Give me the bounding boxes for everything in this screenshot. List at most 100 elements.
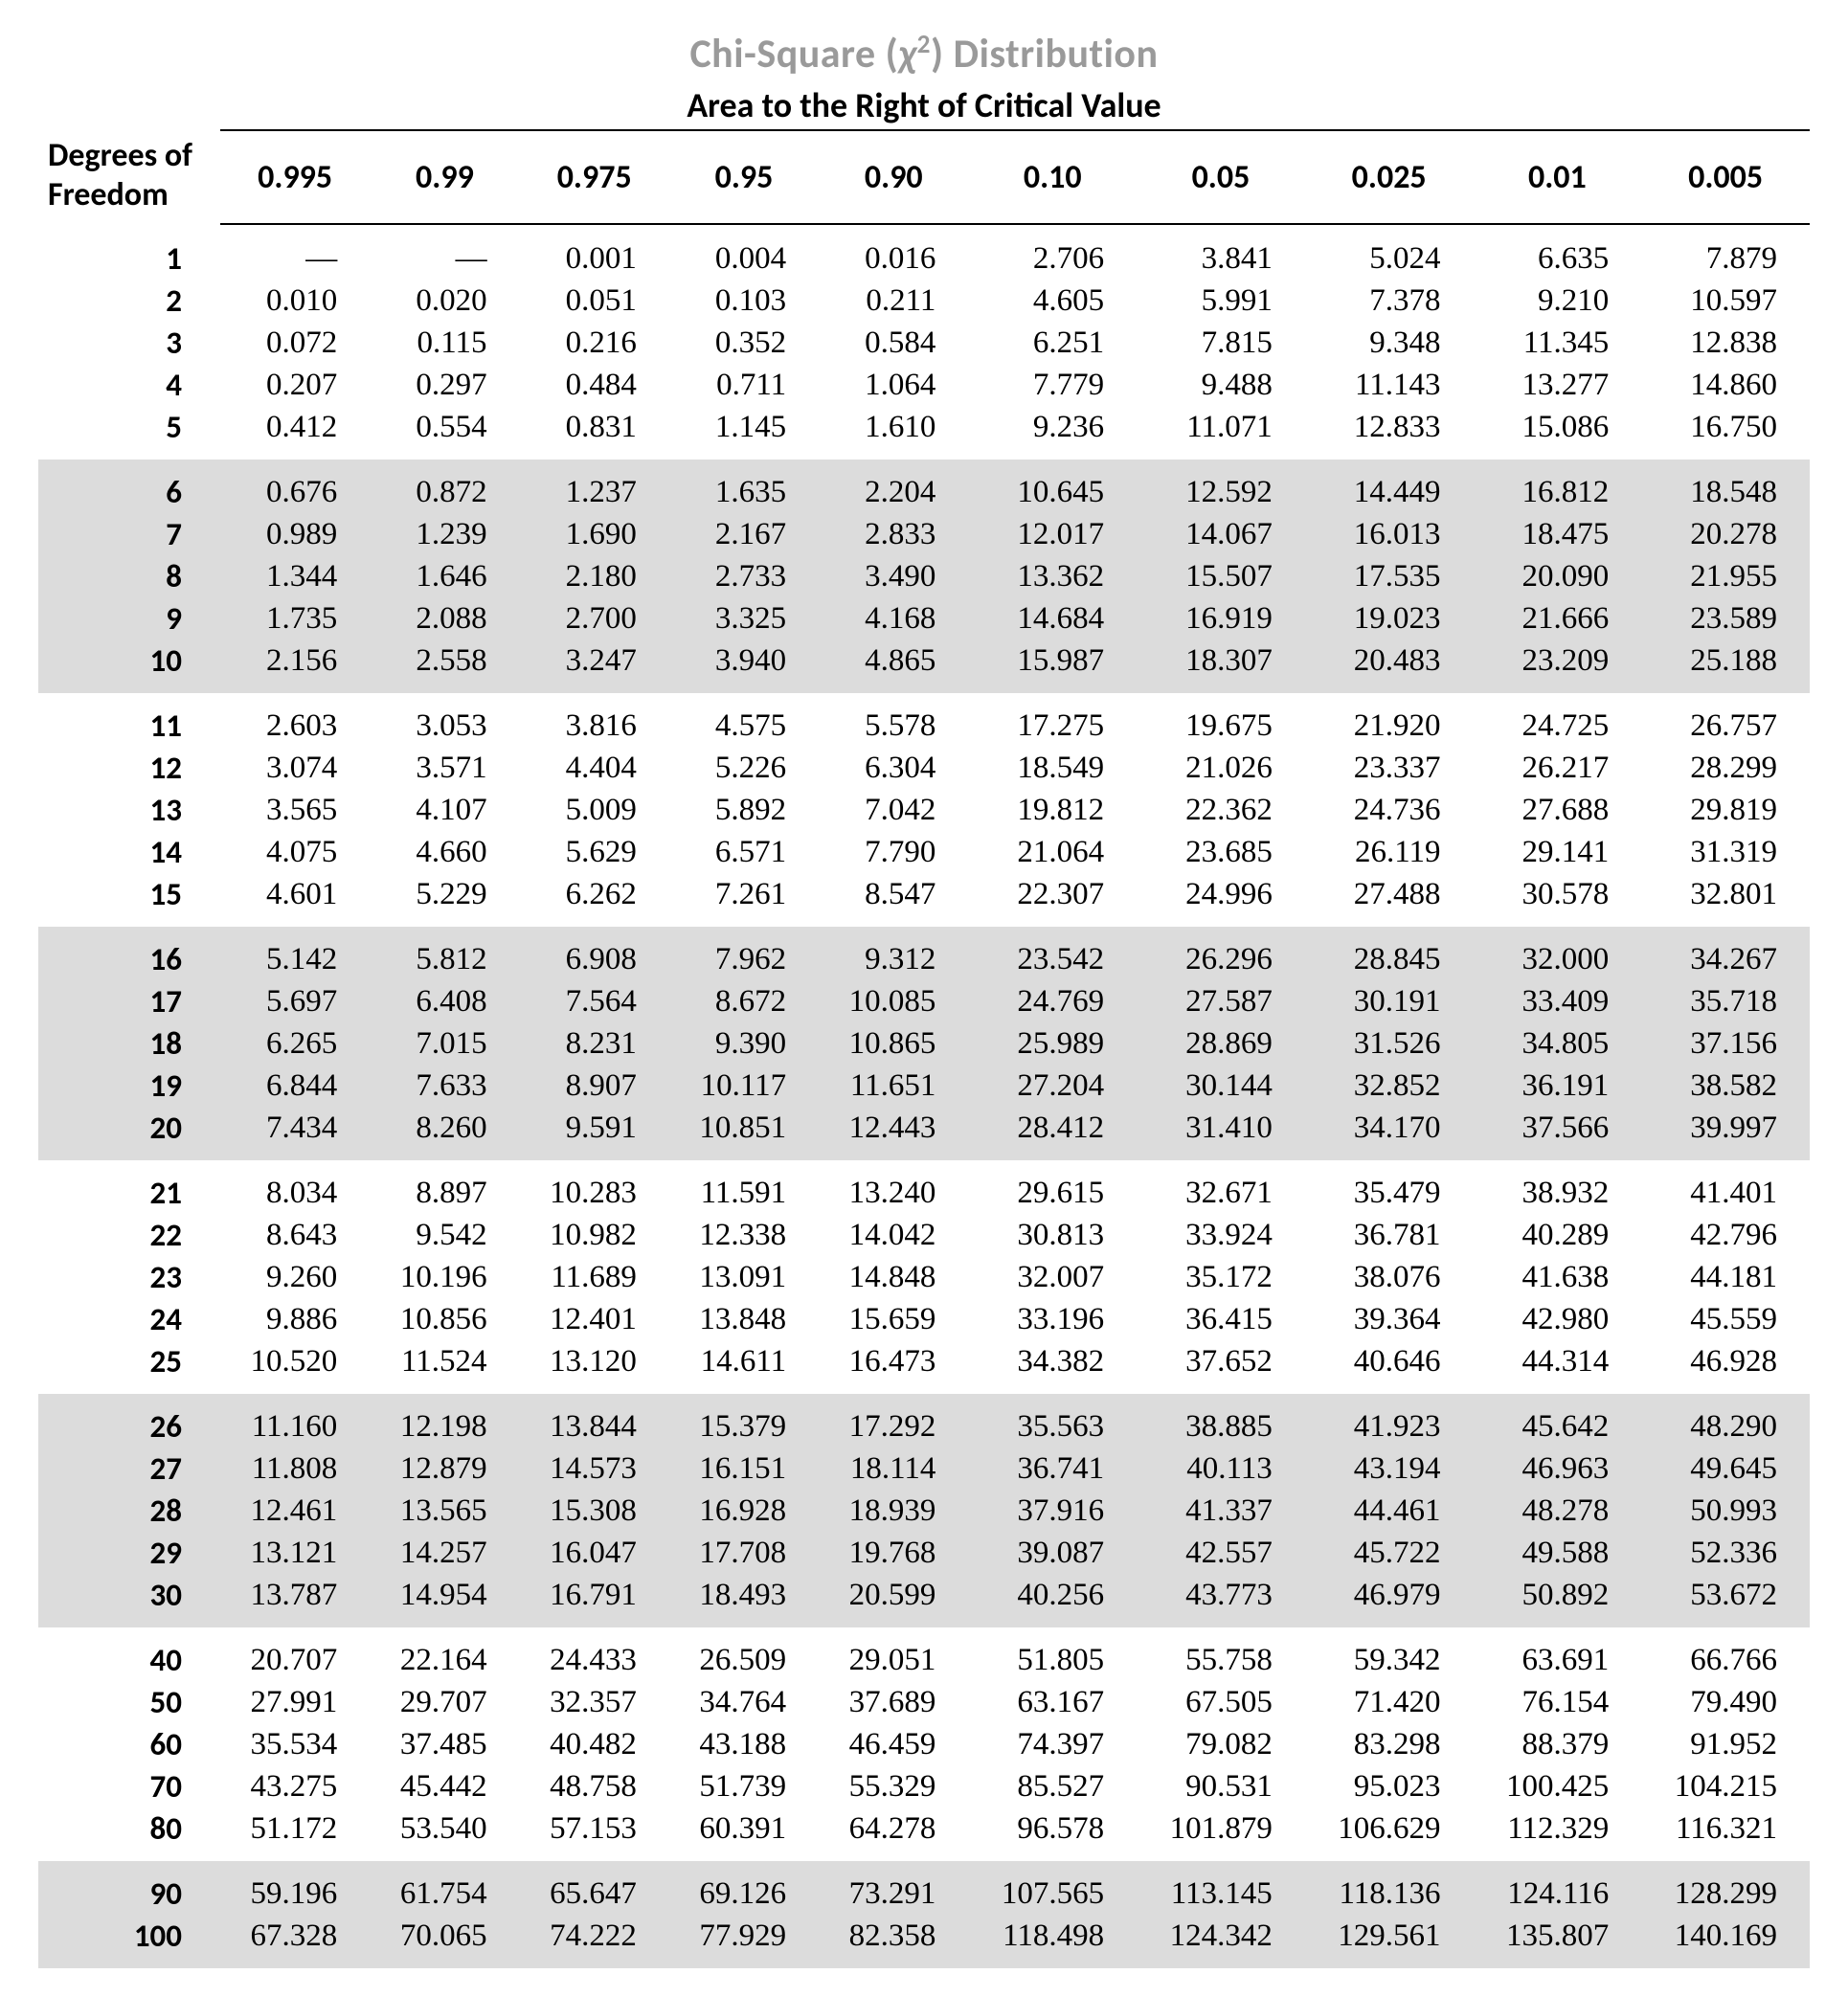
table-cell: 11.808 — [220, 1447, 370, 1490]
table-cell: 12.879 — [370, 1447, 519, 1490]
table-cell: 46.459 — [819, 1723, 968, 1765]
table-row: 7043.27545.44248.75851.73955.32985.52790… — [38, 1765, 1810, 1807]
table-cell: 118.136 — [1305, 1861, 1474, 1915]
table-row: 154.6015.2296.2627.2618.54722.30724.9962… — [38, 873, 1810, 927]
degrees-of-freedom: 23 — [38, 1256, 220, 1298]
table-cell: 3.053 — [370, 693, 519, 747]
table-cell: 8.907 — [520, 1065, 669, 1107]
table-cell: 38.932 — [1474, 1160, 1642, 1214]
table-row: 30.0720.1150.2160.3520.5846.2517.8159.34… — [38, 322, 1810, 364]
table-cell: 8.643 — [220, 1214, 370, 1256]
table-cell: 3.816 — [520, 693, 669, 747]
table-cell: 42.557 — [1137, 1532, 1305, 1574]
table-cell: 34.170 — [1305, 1107, 1474, 1160]
table-cell: 2.180 — [520, 555, 669, 597]
table-cell: 1.646 — [370, 555, 519, 597]
table-cell: 76.154 — [1474, 1681, 1642, 1723]
table-cell: 1.635 — [669, 460, 819, 513]
table-row: 175.6976.4087.5648.67210.08524.76927.587… — [38, 980, 1810, 1022]
table-cell: 19.768 — [819, 1532, 968, 1574]
table-cell: — — [370, 224, 519, 280]
table-cell: 28.869 — [1137, 1022, 1305, 1065]
table-cell: 95.023 — [1305, 1765, 1474, 1807]
table-cell: 13.844 — [520, 1394, 669, 1447]
table-cell: 124.342 — [1137, 1915, 1305, 1968]
table-cell: 12.198 — [370, 1394, 519, 1447]
degrees-of-freedom: 13 — [38, 789, 220, 831]
table-cell: 0.584 — [819, 322, 968, 364]
table-cell: 48.290 — [1641, 1394, 1810, 1447]
table-cell: 40.646 — [1305, 1340, 1474, 1394]
degrees-of-freedom: 30 — [38, 1574, 220, 1627]
table-cell: 0.676 — [220, 460, 370, 513]
table-cell: 74.397 — [968, 1723, 1137, 1765]
table-cell: 10.117 — [669, 1065, 819, 1107]
table-cell: 35.563 — [968, 1394, 1137, 1447]
table-row: 2711.80812.87914.57316.15118.11436.74140… — [38, 1447, 1810, 1490]
table-cell: 12.401 — [520, 1298, 669, 1340]
table-cell: 17.292 — [819, 1394, 968, 1447]
table-cell: 15.379 — [669, 1394, 819, 1447]
table-cell: 2.833 — [819, 513, 968, 555]
degrees-of-freedom: 60 — [38, 1723, 220, 1765]
table-cell: 17.708 — [669, 1532, 819, 1574]
table-cell: 39.997 — [1641, 1107, 1810, 1160]
table-cell: 106.629 — [1305, 1807, 1474, 1861]
table-cell: 116.321 — [1641, 1807, 1810, 1861]
table-cell: 6.262 — [520, 873, 669, 927]
table-cell: 18.114 — [819, 1447, 968, 1490]
table-cell: 46.928 — [1641, 1340, 1810, 1394]
table-row: 40.2070.2970.4840.7111.0647.7799.48811.1… — [38, 364, 1810, 406]
table-cell: 6.571 — [669, 831, 819, 873]
table-cell: 29.141 — [1474, 831, 1642, 873]
table-cell: 4.605 — [968, 280, 1137, 322]
table-cell: 6.635 — [1474, 224, 1642, 280]
table-cell: 1.145 — [669, 406, 819, 460]
table-cell: 82.358 — [819, 1915, 968, 1968]
table-cell: 8.231 — [520, 1022, 669, 1065]
table-cell: 6.251 — [968, 322, 1137, 364]
table-cell: 14.257 — [370, 1532, 519, 1574]
table-cell: 15.308 — [520, 1490, 669, 1532]
degrees-of-freedom: 29 — [38, 1532, 220, 1574]
table-cell: 59.196 — [220, 1861, 370, 1915]
table-cell: 40.289 — [1474, 1214, 1642, 1256]
table-cell: 14.684 — [968, 597, 1137, 639]
table-row: 133.5654.1075.0095.8927.04219.81222.3622… — [38, 789, 1810, 831]
table-cell: 12.461 — [220, 1490, 370, 1532]
table-cell: 16.151 — [669, 1447, 819, 1490]
table-cell: 25.188 — [1641, 639, 1810, 693]
table-cell: 55.329 — [819, 1765, 968, 1807]
table-cell: 42.980 — [1474, 1298, 1642, 1340]
degrees-of-freedom: 27 — [38, 1447, 220, 1490]
table-cell: 12.833 — [1305, 406, 1474, 460]
table-cell: 12.017 — [968, 513, 1137, 555]
column-header: 0.975 — [520, 130, 669, 224]
table-cell: 2.706 — [968, 224, 1137, 280]
table-cell: 33.409 — [1474, 980, 1642, 1022]
table-cell: 5.024 — [1305, 224, 1474, 280]
table-cell: 27.688 — [1474, 789, 1642, 831]
column-header: 0.95 — [669, 130, 819, 224]
table-cell: 51.805 — [968, 1627, 1137, 1681]
table-row: 5027.99129.70732.35734.76437.68963.16767… — [38, 1681, 1810, 1723]
table-cell: 1.344 — [220, 555, 370, 597]
table-cell: 104.215 — [1641, 1765, 1810, 1807]
degrees-of-freedom: 26 — [38, 1394, 220, 1447]
table-cell: 4.404 — [520, 747, 669, 789]
table-cell: 24.725 — [1474, 693, 1642, 747]
table-cell: 9.488 — [1137, 364, 1305, 406]
table-cell: 113.145 — [1137, 1861, 1305, 1915]
table-cell: 90.531 — [1137, 1765, 1305, 1807]
table-cell: 0.554 — [370, 406, 519, 460]
table-cell: 2.204 — [819, 460, 968, 513]
table-cell: 9.260 — [220, 1256, 370, 1298]
table-cell: 6.408 — [370, 980, 519, 1022]
table-cell: 13.121 — [220, 1532, 370, 1574]
table-cell: 33.196 — [968, 1298, 1137, 1340]
table-cell: 44.314 — [1474, 1340, 1642, 1394]
table-cell: 12.592 — [1137, 460, 1305, 513]
table-cell: 45.642 — [1474, 1394, 1642, 1447]
table-cell: 2.156 — [220, 639, 370, 693]
table-cell: 21.955 — [1641, 555, 1810, 597]
